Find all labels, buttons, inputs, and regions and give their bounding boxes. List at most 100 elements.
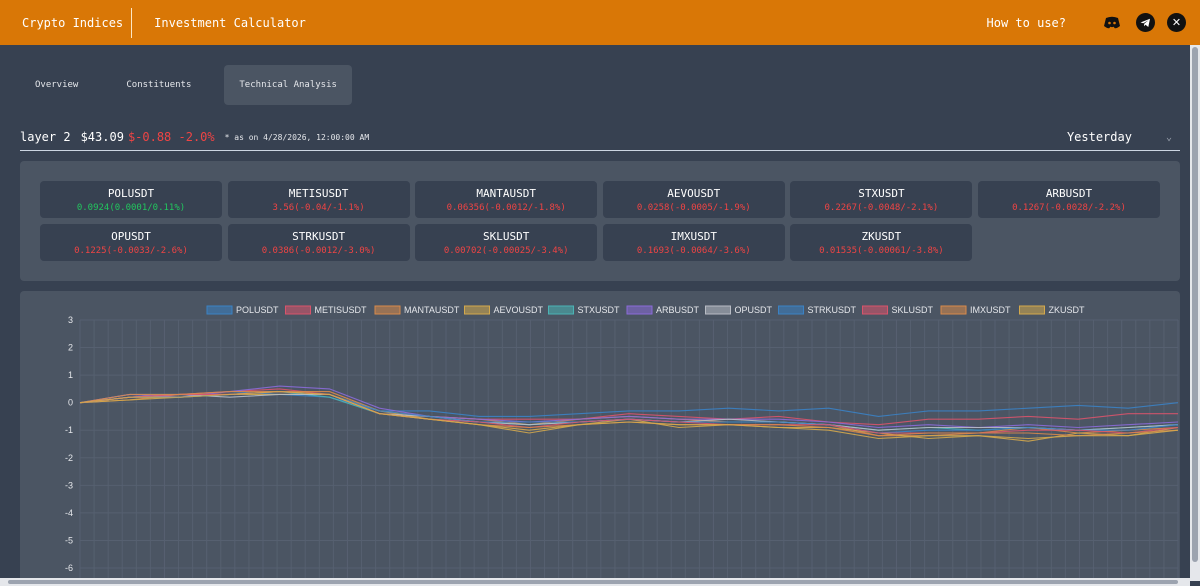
legend-item[interactable]: STXUSDT: [548, 305, 621, 315]
card-symbol: AEVOUSDT: [667, 187, 721, 200]
card-symbol: SKLUSDT: [483, 229, 530, 243]
y-tick-label: 0: [68, 398, 73, 408]
y-tick-label: -4: [65, 508, 73, 518]
how-to-use-link[interactable]: How to use?: [986, 15, 1066, 30]
card-symbol: ZKUSDT: [861, 229, 902, 243]
card-symbol: OPUSDT: [111, 229, 151, 243]
top-navbar: Crypto Indices Investment Calculator How…: [0, 0, 1200, 45]
constituent-card[interactable]: STRKUSDT 0.0386(-0.0012/-3.0%): [227, 223, 410, 261]
constituent-card[interactable]: MANTAUSDT 0.06356(-0.0012/-1.8%): [415, 181, 598, 218]
legend-swatch: [940, 305, 967, 315]
horizontal-scrollbar[interactable]: [0, 578, 1190, 586]
legend-label: ZKUSDT: [1049, 305, 1086, 315]
legend-label: AEVOUSDT: [494, 305, 544, 315]
y-tick-label: -5: [65, 535, 73, 545]
y-tick-label: -3: [65, 480, 73, 490]
series-line: [79, 388, 1178, 426]
constituent-card[interactable]: POLUSDT 0.0924(0.0001/0.11%): [40, 181, 222, 218]
chevron-down-icon: ⌄: [1165, 131, 1172, 143]
legend-swatch: [548, 305, 574, 315]
x-icon[interactable]: ✕: [1167, 13, 1186, 32]
line-chart: 3 2 1 0 -1 -2 -3 -4 -5 -6 POLUSDT METISUSDT MANTAUSD…: [65, 305, 1179, 586]
period-select[interactable]: Yesterday ⌄: [1067, 124, 1172, 150]
legend-label: OPUSDT: [735, 305, 773, 315]
legend-swatch: [206, 305, 233, 315]
card-change: 0.01535(-0.00061/-3.8%): [819, 245, 944, 256]
constituent-cards-panel: POLUSDT 0.0924(0.0001/0.11%) METISUSDT 3.56…: [20, 161, 1180, 281]
brand-link[interactable]: Crypto Indices: [0, 7, 133, 38]
legend-label: STRKUSDT: [808, 305, 857, 315]
constituent-card[interactable]: STXUSDT 0.2267(-0.0048/-2.1%): [790, 181, 973, 218]
legend-label: STXUSDT: [578, 305, 621, 315]
legend-swatch: [374, 305, 401, 315]
card-symbol: ARBUSDT: [1045, 187, 1093, 200]
card-change: 0.1267(-0.0028/-2.2%): [1012, 203, 1126, 213]
investment-calculator-link[interactable]: Investment Calculator: [154, 15, 306, 30]
y-tick-label: -1: [65, 425, 73, 435]
tab-bar: Overview Constituents Technical Analysis: [20, 65, 352, 105]
constituent-card[interactable]: OPUSDT 0.1225(-0.0033/-2.6%): [40, 223, 222, 261]
discord-icon[interactable]: [1100, 13, 1124, 32]
vertical-scroll-thumb[interactable]: [1192, 47, 1198, 562]
card-change: 0.0924(0.0001/0.11%): [76, 203, 186, 213]
card-change: 0.1225(-0.0033/-2.6%): [74, 245, 188, 256]
series-line: [79, 385, 1179, 429]
constituent-card[interactable]: SKLUSDT 0.00702(-0.00025/-3.4%): [415, 223, 598, 261]
card-symbol: STRKUSDT: [292, 229, 346, 243]
legend-item[interactable]: SKLUSDT: [862, 305, 934, 315]
constituent-card[interactable]: IMXUSDT 0.1693(-0.0064/-3.6%): [602, 223, 785, 261]
legend-label: MANTAUSDT: [404, 305, 460, 315]
telegram-icon[interactable]: [1136, 13, 1155, 32]
as-of-timestamp: * as on 4/28/2026, 12:00:00 AM: [224, 132, 370, 142]
chart-panel: 3 2 1 0 -1 -2 -3 -4 -5 -6 POLUSDT METISUSDT MANTAUSD…: [20, 291, 1180, 586]
card-symbol: POLUSDT: [107, 187, 155, 200]
legend-item[interactable]: IMXUSDT: [940, 305, 1011, 315]
legend-item[interactable]: ZKUSDT: [1019, 305, 1086, 315]
y-tick-label: 3: [68, 315, 73, 325]
legend-item[interactable]: ARBUSDT: [626, 305, 700, 315]
navbar-right: How to use? ✕: [987, 0, 1186, 45]
legend-item[interactable]: POLUSDT: [206, 305, 279, 315]
card-change: 0.00702(-0.00025/-3.4%): [443, 245, 569, 256]
y-tick-label: 2: [68, 343, 73, 353]
period-value: Yesterday: [1066, 130, 1132, 144]
card-change: 0.1693(-0.0064/-3.6%): [636, 245, 751, 256]
index-info-bar: layer 2 $43.09 $-0.88 -2.0% * as on 4/28…: [20, 124, 1180, 151]
legend-item[interactable]: MANTAUSDT: [374, 305, 460, 315]
horizontal-scroll-thumb[interactable]: [8, 580, 1178, 584]
tab-constituents[interactable]: Constituents: [126, 80, 192, 90]
legend-swatch: [464, 305, 490, 315]
tab-technical-analysis[interactable]: Technical Analysis: [224, 65, 352, 105]
legend-item[interactable]: STRKUSDT: [778, 305, 857, 315]
legend-label: METISUSDT: [315, 305, 368, 315]
constituent-card[interactable]: ARBUSDT 0.1267(-0.0028/-2.2%): [978, 181, 1160, 218]
legend-swatch: [862, 305, 888, 315]
legend-item[interactable]: AEVOUSDT: [464, 305, 544, 315]
index-name: layer 2: [20, 130, 71, 144]
series-line: [79, 391, 1179, 440]
index-change: $-0.88 -2.0%: [127, 130, 215, 144]
vertical-scrollbar[interactable]: [1190, 45, 1200, 581]
y-tick-label: -6: [65, 563, 73, 573]
tab-overview[interactable]: Overview: [35, 80, 79, 90]
index-price: $43.09: [80, 130, 124, 144]
legend-swatch: [626, 305, 653, 315]
card-change: 0.0258(-0.0005/-1.9%): [636, 203, 751, 213]
card-symbol: METISUSDT: [288, 187, 349, 200]
card-change: 0.06356(-0.0012/-1.8%): [446, 203, 566, 213]
legend-item[interactable]: METISUSDT: [285, 305, 368, 315]
card-change: 3.56(-0.04/-1.1%): [272, 203, 365, 213]
legend-item[interactable]: OPUSDT: [705, 305, 773, 315]
legend-swatch: [705, 305, 731, 315]
series-line: [79, 391, 1179, 417]
legend-label: ARBUSDT: [656, 305, 700, 315]
legend-swatch: [778, 305, 804, 315]
constituent-card[interactable]: AEVOUSDT 0.0258(-0.0005/-1.9%): [602, 181, 785, 218]
constituent-card[interactable]: METISUSDT 3.56(-0.04/-1.1%): [227, 181, 410, 218]
card-symbol: IMXUSDT: [670, 229, 717, 243]
card-symbol: STXUSDT: [858, 187, 905, 200]
legend-swatch: [285, 305, 311, 315]
legend-label: SKLUSDT: [892, 305, 934, 315]
legend-label: IMXUSDT: [970, 305, 1011, 315]
constituent-card[interactable]: ZKUSDT 0.01535(-0.00061/-3.8%): [790, 223, 973, 261]
